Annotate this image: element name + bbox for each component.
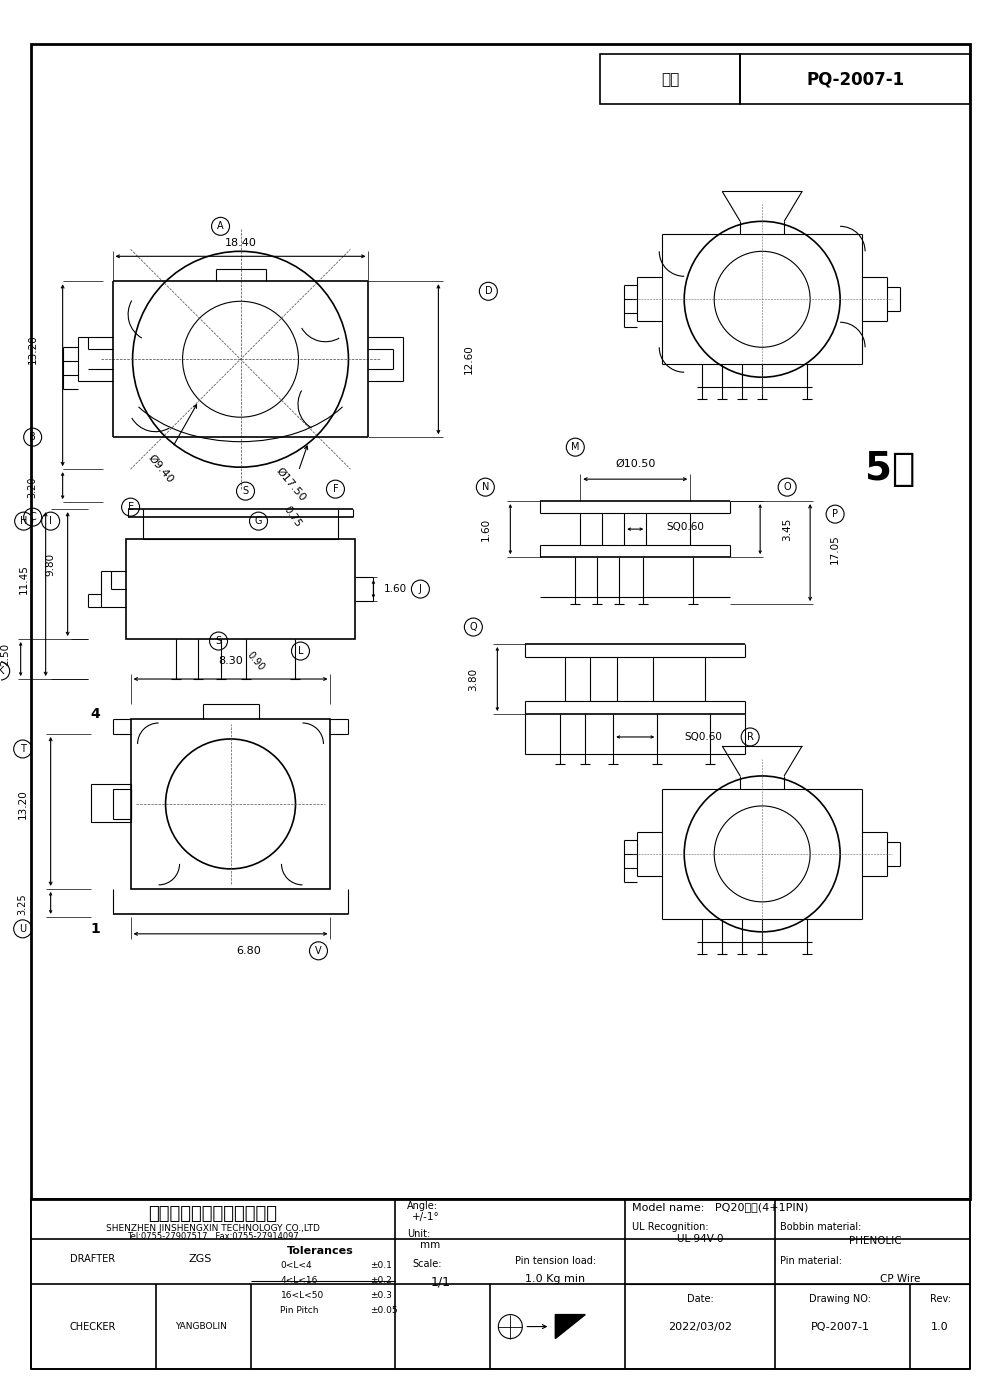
Text: CP Wire: CP Wire	[880, 1273, 920, 1284]
Text: A: A	[217, 221, 224, 231]
Text: 型号: 型号	[661, 71, 679, 87]
Text: 1.0 Kg min: 1.0 Kg min	[525, 1273, 585, 1284]
Text: 1.0: 1.0	[931, 1322, 949, 1332]
Text: SQ0.60: SQ0.60	[684, 732, 722, 741]
Text: D: D	[485, 287, 492, 297]
Text: C: C	[29, 512, 36, 522]
Bar	[113, 789, 131, 818]
Text: Tel:0755-27907517   Fax:0755-27914097: Tel:0755-27907517 Fax:0755-27914097	[127, 1233, 298, 1241]
Text: DRAFTER: DRAFTER	[70, 1254, 115, 1263]
Text: YANGBOLIN: YANGBOLIN	[175, 1322, 226, 1330]
Text: Date:: Date:	[687, 1294, 714, 1304]
Text: 1/1: 1/1	[430, 1274, 450, 1288]
Text: 5脚: 5脚	[865, 450, 915, 488]
Text: 2.50: 2.50	[1, 642, 11, 666]
Text: O: O	[783, 483, 791, 492]
Text: ±0.3: ±0.3	[370, 1291, 392, 1300]
Text: 1.60: 1.60	[384, 583, 407, 595]
Text: K: K	[0, 666, 4, 676]
Text: E: E	[128, 502, 134, 512]
Text: PHENOLIC: PHENOLIC	[849, 1235, 901, 1245]
Text: 16<L<50: 16<L<50	[280, 1291, 324, 1300]
Text: Q: Q	[470, 623, 477, 632]
Text: J: J	[419, 583, 422, 595]
Text: S: S	[242, 485, 249, 497]
Text: 12.60: 12.60	[463, 344, 473, 374]
Text: 0.75: 0.75	[282, 505, 303, 529]
Text: 2022/03/02: 2022/03/02	[668, 1322, 732, 1332]
Text: UL Recognition:: UL Recognition:	[632, 1221, 709, 1231]
Bar	[31, 45, 970, 1199]
Text: Ø9.40: Ø9.40	[146, 453, 175, 485]
Text: 0<L<4: 0<L<4	[280, 1260, 312, 1270]
Text: Ø10.50: Ø10.50	[615, 459, 655, 469]
Text: S: S	[215, 637, 222, 646]
Text: Scale:: Scale:	[412, 1259, 442, 1269]
Text: 3.25: 3.25	[18, 893, 28, 915]
Bar	[131, 719, 330, 888]
Text: 13.20: 13.20	[18, 789, 28, 818]
Text: Rev:: Rev:	[930, 1294, 951, 1304]
Text: Pin Pitch: Pin Pitch	[280, 1307, 319, 1315]
Text: Bobbin material:: Bobbin material:	[780, 1221, 862, 1231]
Text: SQ0.60: SQ0.60	[666, 522, 704, 532]
Bar	[91, 783, 131, 823]
Text: P: P	[832, 509, 838, 519]
Text: 4: 4	[91, 706, 100, 720]
Text: 3.20: 3.20	[28, 477, 38, 498]
Text: I: I	[49, 516, 52, 526]
Text: 13.20: 13.20	[28, 334, 38, 364]
Text: 3.45: 3.45	[782, 518, 792, 541]
Text: U: U	[19, 923, 26, 935]
Text: ±0.1: ±0.1	[370, 1260, 392, 1270]
Text: 6.80: 6.80	[236, 946, 261, 956]
Text: 17.05: 17.05	[830, 534, 840, 564]
Text: M: M	[571, 442, 580, 452]
Text: 9.80: 9.80	[46, 553, 56, 575]
Text: +/-1°: +/-1°	[412, 1212, 440, 1221]
Text: Pin material:: Pin material:	[780, 1256, 842, 1266]
Text: PQ-2007-1: PQ-2007-1	[806, 70, 904, 88]
Text: ±0.2: ±0.2	[370, 1276, 392, 1286]
Text: ±0.05: ±0.05	[370, 1307, 398, 1315]
Text: Unit:: Unit:	[407, 1228, 431, 1238]
Text: 深圳市金盛鑫科技有限公司: 深圳市金盛鑫科技有限公司	[148, 1205, 277, 1223]
Text: Ø17.50: Ø17.50	[274, 466, 307, 502]
Text: 3.80: 3.80	[468, 667, 478, 691]
Text: T: T	[20, 744, 26, 754]
Bar	[31, 1199, 970, 1368]
Text: V: V	[315, 946, 322, 956]
Text: F: F	[333, 484, 338, 494]
Bar	[600, 55, 740, 105]
Bar	[740, 55, 970, 105]
Text: 1: 1	[91, 922, 100, 936]
Text: 1.60: 1.60	[480, 518, 490, 540]
Text: 8.30: 8.30	[218, 656, 243, 666]
Text: Tolerances: Tolerances	[287, 1245, 354, 1256]
Text: Drawing NO:: Drawing NO:	[809, 1294, 871, 1304]
Text: N: N	[482, 483, 489, 492]
Bar	[126, 539, 355, 639]
Text: G: G	[255, 516, 262, 526]
Text: SHENZHEN JINSHENGXIN TECHNOLOGY CO.,LTD: SHENZHEN JINSHENGXIN TECHNOLOGY CO.,LTD	[106, 1224, 319, 1233]
Text: ZGS: ZGS	[189, 1254, 212, 1263]
Text: 18.40: 18.40	[225, 238, 256, 248]
Text: PQ-2007-1: PQ-2007-1	[811, 1322, 870, 1332]
Text: UL 94V-0: UL 94V-0	[677, 1234, 723, 1244]
Text: B: B	[29, 432, 36, 442]
Text: 4<L<16: 4<L<16	[280, 1276, 318, 1286]
Text: mm: mm	[420, 1240, 441, 1249]
Text: Angle:: Angle:	[407, 1200, 438, 1210]
Text: 0.90: 0.90	[245, 649, 266, 673]
Polygon shape	[555, 1315, 585, 1339]
Text: H: H	[20, 516, 27, 526]
Text: L: L	[298, 646, 303, 656]
Text: CHECKER: CHECKER	[69, 1322, 116, 1332]
Text: 11.45: 11.45	[19, 564, 29, 595]
Text: Pin tension load:: Pin tension load:	[515, 1256, 596, 1266]
Text: Model name:   PQ20立式(4+1PIN): Model name: PQ20立式(4+1PIN)	[632, 1202, 809, 1212]
Text: R: R	[747, 732, 754, 741]
